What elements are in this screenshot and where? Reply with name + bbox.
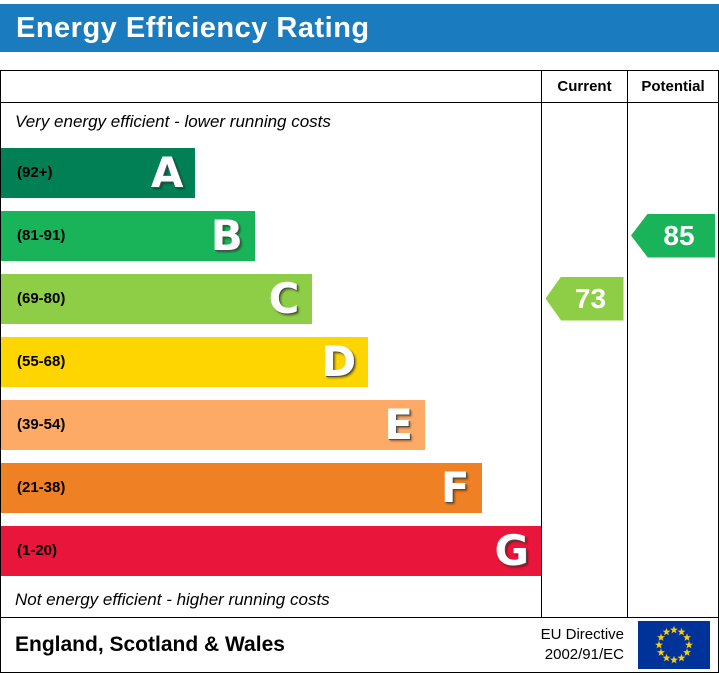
band-row-F: (21-38) F: [1, 456, 718, 519]
potential-cell: 85: [627, 204, 718, 267]
region-label: England, Scotland & Wales: [15, 633, 285, 656]
band-column-header: [1, 71, 541, 102]
band-row-E: (39-54) E: [1, 393, 718, 456]
potential-cell: [627, 330, 718, 393]
band-rows: (92+) A (81-91) B 85 (69-80) C 73 (55-68) D (39-54…: [1, 141, 718, 582]
band-range-label: (39-54): [17, 416, 66, 433]
band-row-B: (81-91) B 85: [1, 204, 718, 267]
band-letter: D: [321, 336, 357, 386]
current-cell: 73: [541, 267, 627, 330]
band-cell: (81-91) B: [1, 204, 541, 267]
current-cell: [541, 204, 627, 267]
current-cell: [541, 330, 627, 393]
potential-cell: [627, 141, 718, 204]
current-cell: [541, 456, 627, 519]
band-bar-C: (69-80) C: [1, 273, 312, 324]
band-letter: A: [150, 147, 184, 197]
band-cell: (55-68) D: [1, 330, 541, 393]
current-rating-indicator: 73: [545, 276, 624, 321]
table-header-row: Current Potential: [1, 71, 718, 103]
band-letter: E: [384, 399, 413, 449]
current-column-header: Current: [541, 71, 627, 102]
band-letter: F: [440, 462, 470, 512]
band-cell: (21-38) F: [1, 456, 541, 519]
eu-directive-label: EU Directive 2002/91/EC: [541, 625, 624, 666]
band-row-D: (55-68) D: [1, 330, 718, 393]
current-cell: [541, 393, 627, 456]
band-range-label: (69-80): [17, 290, 66, 307]
band-bar-B: (81-91) B: [1, 210, 255, 261]
band-bar-G: (1-20) G: [1, 525, 541, 576]
band-range-label: (81-91): [17, 227, 66, 244]
page-title-bar: Energy Efficiency Rating: [0, 4, 719, 52]
band-range-label: (21-38): [17, 479, 66, 496]
band-row-A: (92+) A: [1, 141, 718, 204]
band-range-label: (92+): [17, 164, 53, 181]
band-bar-E: (39-54) E: [1, 399, 425, 450]
band-letter: C: [268, 273, 300, 323]
potential-cell: [627, 456, 718, 519]
bottom-note-row: Not energy efficient - higher running co…: [1, 582, 718, 617]
band-bar-F: (21-38) F: [1, 462, 482, 513]
potential-column-header: Potential: [627, 71, 718, 102]
band-letter: G: [494, 525, 529, 575]
footer-bar: England, Scotland & Wales EU Directive 2…: [0, 618, 719, 673]
band-row-G: (1-20) G: [1, 519, 718, 582]
band-letter: B: [210, 210, 243, 260]
page-title: Energy Efficiency Rating: [16, 11, 370, 44]
band-row-C: (69-80) C 73: [1, 267, 718, 330]
band-range-label: (1-20): [17, 542, 58, 559]
eu-directive-line2: 2002/91/EC: [544, 646, 624, 663]
rating-table: Current Potential Very energy efficient …: [0, 70, 719, 618]
top-note: Very energy efficient - lower running co…: [15, 112, 331, 131]
band-bar-A: (92+) A: [1, 147, 196, 198]
band-cell: (1-20) G: [1, 519, 541, 582]
band-range-label: (55-68): [17, 353, 66, 370]
band-bar-D: (55-68) D: [1, 336, 369, 387]
potential-cell: [627, 519, 718, 582]
eu-directive-line1: EU Directive: [540, 625, 624, 643]
eu-flag-icon: [638, 621, 710, 669]
current-cell: [541, 519, 627, 582]
band-cell: (92+) A: [1, 141, 541, 204]
band-cell: (69-80) C: [1, 267, 541, 330]
potential-cell: [627, 393, 718, 456]
top-note-row: Very energy efficient - lower running co…: [1, 103, 718, 141]
band-cell: (39-54) E: [1, 393, 541, 456]
bottom-note: Not energy efficient - higher running co…: [15, 589, 330, 609]
potential-rating-indicator: 85: [631, 213, 715, 258]
potential-cell: [627, 267, 718, 330]
current-cell: [541, 141, 627, 204]
